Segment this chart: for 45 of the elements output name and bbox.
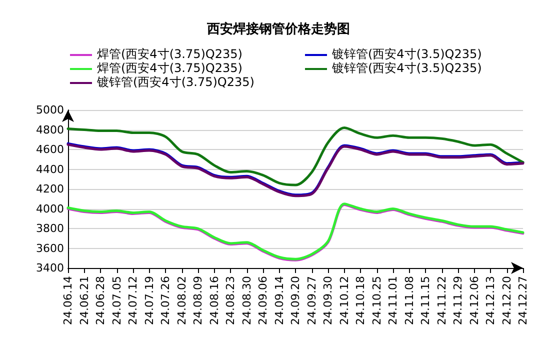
chart-title: 西安焊接钢管价格走势图 [206,21,350,37]
x-tick-label: 24.08.16 [208,276,221,325]
x-tick-label: 24.07.26 [159,276,172,325]
y-tick-label: 4800 [36,123,64,136]
x-tick-label: 24.10.25 [370,276,384,325]
x-tick-label: 24.09.27 [305,276,318,325]
y-tick-label: 3400 [36,262,64,274]
x-tick-label: 24.08.09 [192,276,204,325]
legend-label: 镀锌管(西安4寸(3.75)Q235) [96,75,254,89]
x-tick-label: 24.06.14 [62,276,74,325]
y-tick-label: 5000 [36,104,64,116]
x-tick-label: 24.09.20 [289,276,302,325]
legend-label: 镀锌管(西安4寸(3.5)Q235) [331,47,482,61]
legend-label: 焊管(西安4寸(3.75)Q235) [97,47,242,61]
y-tick-label: 4200 [36,182,64,196]
x-tick-label: 24.06.21 [78,276,91,325]
y-tick-label: 4600 [36,143,64,156]
x-tick-label: 24.10.18 [354,276,367,325]
x-tick-label: 24.09.06 [256,276,270,325]
y-tick-label: 4000 [36,202,64,216]
legend-label: 焊管(西安4寸(3.75)Q235) [97,61,242,75]
x-tick-label: 24.11.15 [419,276,432,325]
y-tick-label: 3800 [36,222,64,235]
x-tick-label: 24.08.23 [224,276,237,325]
y-tick-label: 3600 [36,242,64,255]
x-tick-label: 24.12.06 [468,276,481,325]
line-series [66,126,524,186]
x-tick-label: 24.09.14 [272,276,286,325]
x-tick-label: 24.10.12 [338,276,351,325]
x-tick-label: 24.11.22 [435,276,448,325]
x-tick-label: 24.07.05 [110,276,124,325]
x-tick-label: 24.06.28 [94,276,107,325]
x-tick-label: 24.09.30 [322,276,334,325]
x-tick-label: 24.07.19 [142,276,156,325]
x-tick-label: 24.11.29 [452,276,464,325]
legend-label: 镀锌管(西安4寸(3.5)Q235) [331,61,482,75]
x-tick-label: 24.12.13 [484,276,497,325]
x-tick-label: 24.12.20 [500,276,514,325]
x-tick-label: 24.12.27 [516,276,530,325]
x-tick-label: 24.07.12 [126,276,140,325]
y-tick-label: 4400 [36,162,64,176]
x-tick-label: 24.11.08 [402,276,416,325]
x-tick-label: 24.08.30 [240,276,254,325]
x-tick-label: 24.08.02 [175,276,188,325]
x-tick-label: 24.11.01 [386,276,400,325]
